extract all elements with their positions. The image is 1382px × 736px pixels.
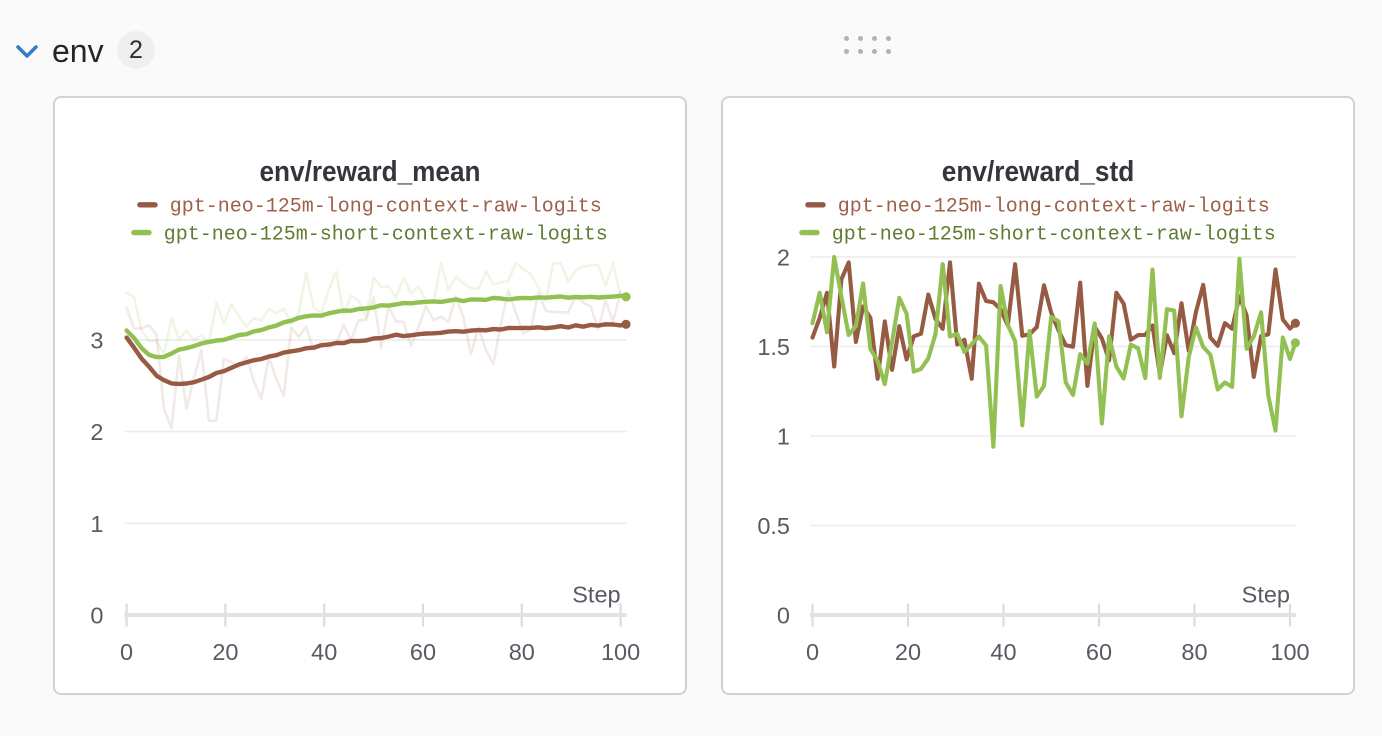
svg-text:Step: Step (572, 582, 620, 608)
svg-text:1: 1 (777, 424, 790, 450)
svg-text:60: 60 (1086, 639, 1112, 665)
svg-text:0: 0 (90, 603, 103, 629)
svg-text:80: 80 (509, 639, 535, 665)
svg-text:80: 80 (1181, 639, 1207, 665)
svg-text:gpt-neo-125m-long-context-raw-: gpt-neo-125m-long-context-raw-logits (170, 196, 602, 219)
svg-text:40: 40 (311, 639, 337, 665)
svg-text:1.5: 1.5 (757, 334, 790, 360)
svg-text:2: 2 (90, 419, 103, 445)
svg-text:20: 20 (212, 639, 238, 665)
svg-text:40: 40 (990, 639, 1016, 665)
svg-text:0: 0 (120, 639, 133, 665)
svg-text:100: 100 (601, 639, 640, 665)
svg-text:100: 100 (1270, 639, 1309, 665)
svg-text:0: 0 (806, 639, 819, 665)
svg-text:20: 20 (895, 639, 921, 665)
svg-text:60: 60 (410, 639, 436, 665)
svg-text:2: 2 (777, 245, 790, 271)
svg-text:Step: Step (1242, 582, 1290, 608)
svg-text:3: 3 (90, 327, 103, 353)
svg-text:env/reward_std: env/reward_std (942, 156, 1135, 188)
svg-text:1: 1 (90, 511, 103, 537)
svg-text:0.5: 0.5 (757, 513, 790, 539)
svg-text:0: 0 (777, 603, 790, 629)
svg-text:gpt-neo-125m-short-context-raw: gpt-neo-125m-short-context-raw-logits (164, 223, 608, 246)
svg-text:gpt-neo-125m-long-context-raw-: gpt-neo-125m-long-context-raw-logits (838, 196, 1270, 219)
svg-text:gpt-neo-125m-short-context-raw: gpt-neo-125m-short-context-raw-logits (832, 223, 1276, 246)
svg-text:env/reward_mean: env/reward_mean (260, 156, 481, 188)
